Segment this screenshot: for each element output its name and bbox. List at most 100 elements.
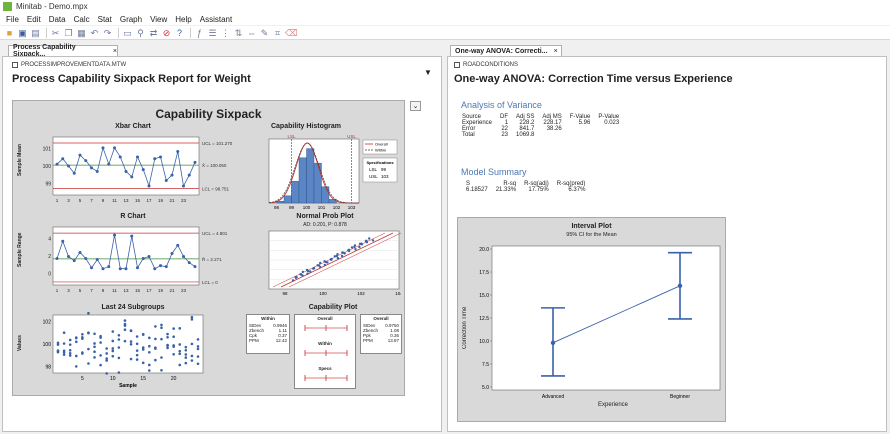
last24-point [160, 337, 163, 341]
function-icon[interactable]: ƒ [196, 27, 202, 38]
worksheet-grid-icon [12, 62, 18, 68]
save-icon[interactable]: ▣ [18, 27, 27, 38]
prob-point [317, 264, 321, 267]
graph-options-button[interactable]: ⌄ [410, 101, 421, 111]
last24-point [196, 345, 200, 348]
menu-view[interactable]: View [150, 14, 168, 24]
xbar-point [153, 157, 157, 161]
capplot-specs-label: Specs [318, 366, 332, 371]
last24-point [105, 347, 108, 350]
move-icon[interactable]: ⇔ [247, 27, 256, 38]
r-point [136, 266, 139, 270]
last24-point [99, 354, 102, 357]
last24-point [172, 335, 175, 338]
last24-point [81, 352, 84, 355]
last24-point [154, 325, 157, 328]
last24-point [56, 349, 60, 352]
overall-interval [304, 325, 348, 331]
last24-xtick: 5 [81, 376, 84, 382]
last24-point [148, 350, 151, 354]
replace-icon[interactable]: ⇄ [149, 27, 158, 38]
insert-rows-icon[interactable]: ☰ [208, 27, 217, 38]
xbar-point [170, 173, 174, 177]
prob-point [358, 242, 362, 245]
chevron-down-icon[interactable]: ▼ [424, 68, 432, 77]
prob-point [333, 255, 336, 258]
last24-point [93, 345, 96, 349]
print-icon[interactable]: ▤ [31, 27, 40, 38]
last24-point [68, 338, 72, 342]
menu-assistant[interactable]: Assistant [199, 14, 233, 24]
prob-fit-line [280, 232, 394, 288]
xbar-ucl-label: UCL = 101.270 [202, 141, 233, 146]
last24-point [62, 342, 66, 345]
menu-help[interactable]: Help [175, 14, 192, 24]
last24-point [196, 362, 200, 366]
xbar-xtick: 1 [56, 198, 59, 203]
cancel-icon[interactable]: ⊘ [162, 27, 171, 38]
menu-file[interactable]: File [6, 14, 19, 24]
last24-point [196, 347, 200, 351]
menu-data[interactable]: Data [48, 14, 66, 24]
tab-label: One-way ANOVA: Correcti... [455, 47, 548, 55]
window-icon[interactable]: ▭ [123, 27, 132, 38]
last24-point [160, 356, 163, 359]
close-tab-icon[interactable]: × [112, 47, 117, 55]
prob-ci-upper [288, 232, 401, 288]
brush-icon[interactable]: ✎ [260, 27, 269, 38]
window-title: Minitab - Demo.mpx [16, 2, 88, 11]
last24-point [172, 345, 175, 348]
last24-point [93, 350, 96, 354]
overall-stat-row: StDev 0.9750 [363, 323, 399, 328]
last24-ytick: 98 [45, 364, 51, 370]
copy-icon[interactable]: ❐ [64, 27, 73, 38]
undo-icon[interactable]: ↶ [90, 27, 99, 38]
xbar-xtick: 23 [181, 198, 187, 203]
last24-point [184, 353, 188, 356]
r-xtick: 23 [181, 288, 187, 293]
paste-icon[interactable]: ▦ [77, 27, 86, 38]
interval-ytick: 20.0 [479, 247, 489, 253]
interval-title: Interval Plot [571, 223, 612, 230]
overall-title: Overall [373, 316, 389, 321]
summary-cell: 21.33% [495, 187, 517, 193]
within-stat-row: Zbench 1.11 [249, 328, 287, 333]
open-folder-icon[interactable]: ■ [6, 27, 13, 38]
minitab-logo-icon [3, 2, 12, 11]
xbar-xtick: 17 [146, 198, 152, 203]
prob-point [347, 249, 350, 252]
aov-cell [594, 132, 623, 138]
graph-tools-icon[interactable]: ⌗ [274, 27, 281, 38]
r-xtick: 13 [123, 288, 129, 293]
eraser-icon[interactable]: ⌫ [285, 27, 298, 38]
tab-oneway-anova[interactable]: One-way ANOVA: Correcti... × [450, 45, 562, 56]
close-tab-icon[interactable]: × [553, 47, 558, 55]
cut-icon[interactable]: ✂ [51, 27, 60, 38]
last24-point [68, 343, 72, 346]
insert-columns-icon[interactable]: ⋮ [221, 27, 230, 38]
last24-point [178, 352, 182, 356]
summary-header-cell: S [466, 181, 471, 187]
menu-edit[interactable]: Edit [26, 14, 41, 24]
anova-title: One-way ANOVA: Correction Time versus Ex… [454, 73, 733, 85]
capability-sixpack-graph[interactable]: Capability Sixpack Xbar Chart Sample Mea… [12, 100, 405, 396]
interval-plot-graph[interactable]: Interval Plot 95% CI for the Mean Correc… [457, 217, 726, 422]
r-point [107, 265, 111, 269]
r-ytick: 2 [48, 254, 51, 260]
sort-icon[interactable]: ⇅ [234, 27, 243, 38]
interval-xlabel: Experience [597, 402, 629, 408]
menu-stat[interactable]: Stat [97, 14, 112, 24]
last24-point [123, 339, 127, 343]
xbar-ytick: 100 [43, 164, 52, 170]
xbar-point [182, 184, 185, 188]
find-icon[interactable]: ⚲ [137, 27, 144, 38]
worksheet-label: PROCESSIMPROVEMENTDATA.MTW [12, 62, 126, 68]
redo-icon[interactable]: ↷ [103, 27, 112, 38]
last24-point [190, 342, 194, 346]
last24-point [135, 342, 139, 346]
help-icon[interactable]: ? [176, 27, 182, 38]
menu-calc[interactable]: Calc [73, 14, 90, 24]
tab-process-capability[interactable]: Process Capability Sixpack... × [8, 44, 118, 58]
menu-graph[interactable]: Graph [119, 14, 143, 24]
